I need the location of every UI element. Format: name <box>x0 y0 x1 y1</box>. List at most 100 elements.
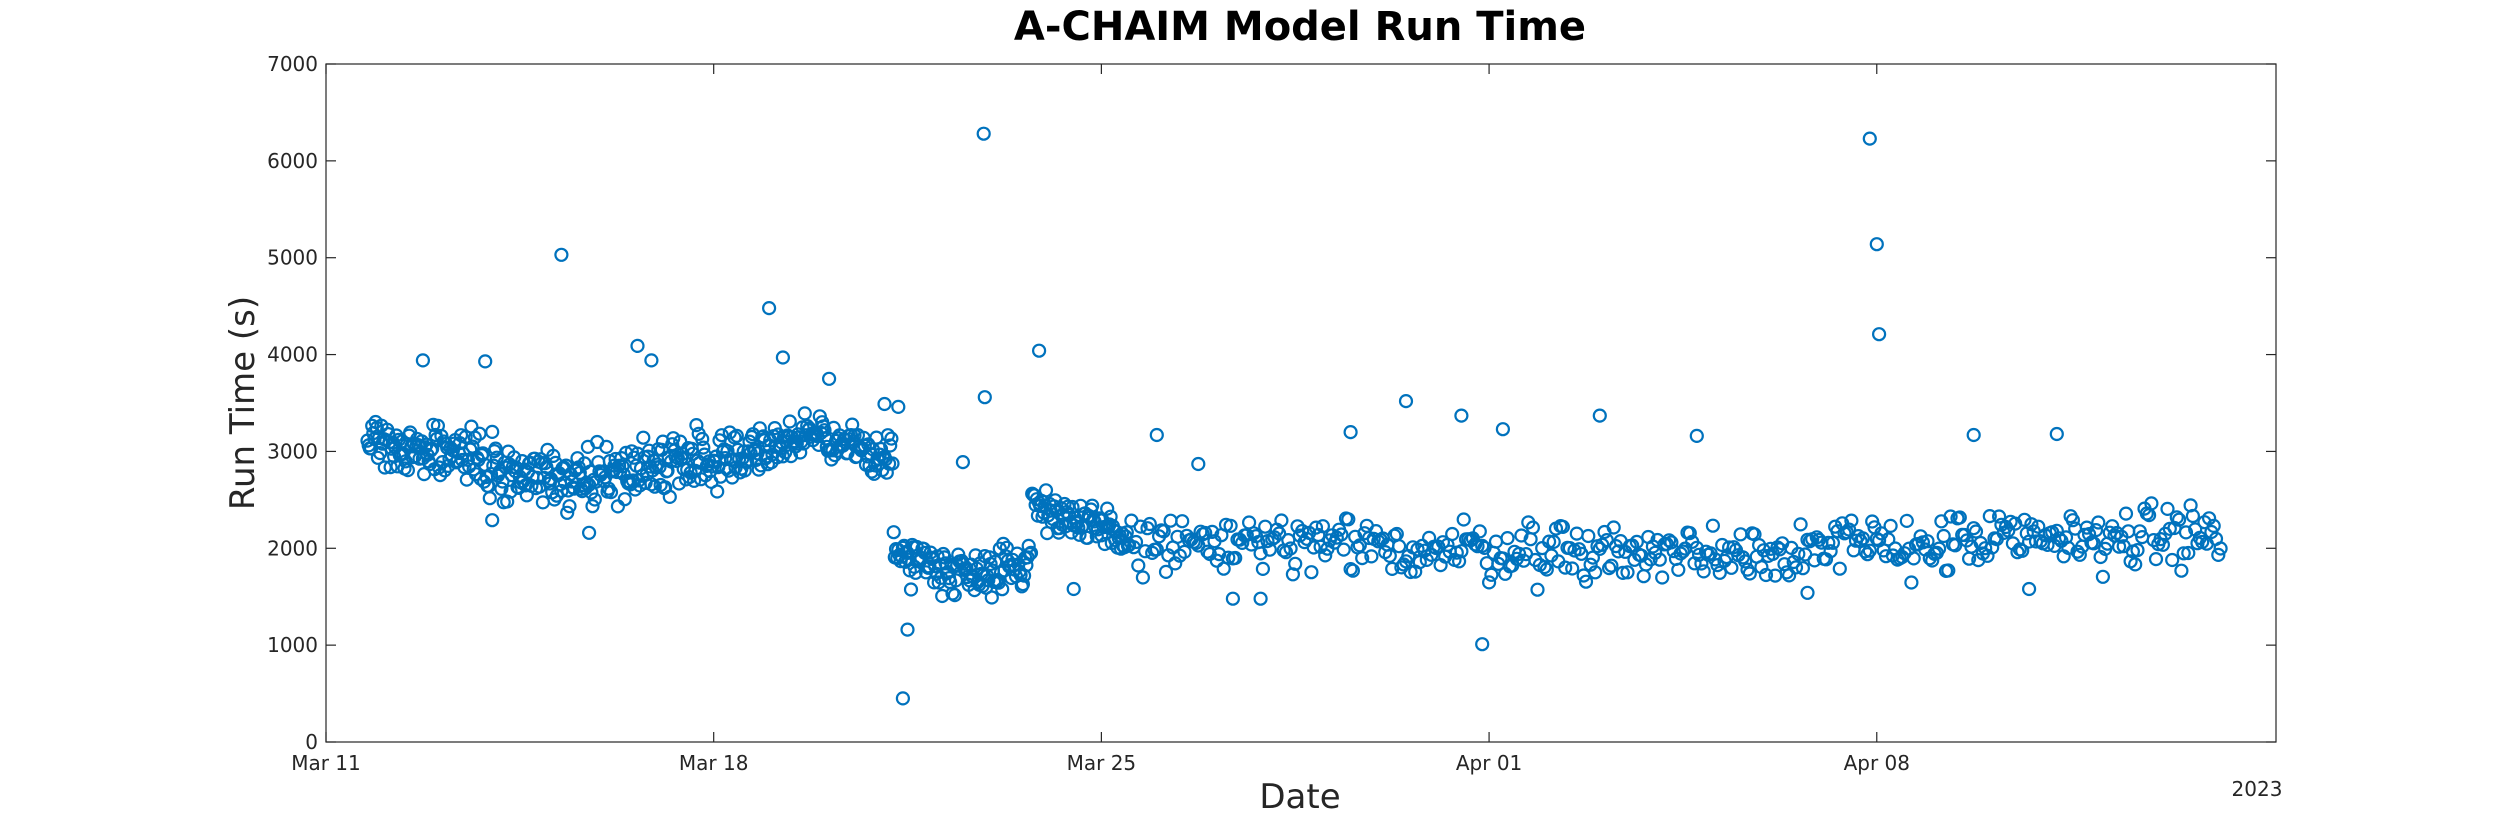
data-point <box>2165 552 2180 568</box>
data-point <box>1541 534 1557 549</box>
data-point <box>2144 496 2159 511</box>
data-point <box>599 439 614 454</box>
data-point <box>1530 582 1545 597</box>
x-axis: Mar 11 Mar 18 Mar 25 Apr 01 Apr 08 <box>291 64 1910 775</box>
data-point <box>1198 525 1213 541</box>
data-point <box>1472 524 1487 539</box>
data-point <box>1546 534 1561 550</box>
data-point <box>895 691 911 706</box>
data-point <box>1454 544 1469 559</box>
data-point <box>2211 547 2226 563</box>
data-point <box>1948 538 1963 553</box>
data-point <box>1821 535 1836 550</box>
data-point <box>1800 585 1815 600</box>
data-point <box>1664 535 1679 550</box>
data-point <box>2021 581 2037 597</box>
data-point <box>2015 543 2030 558</box>
data-point <box>554 247 569 262</box>
data-point <box>1978 541 1993 556</box>
data-point <box>1500 530 1515 546</box>
data-point <box>1066 581 1081 597</box>
data-point <box>1391 539 1407 554</box>
data-point <box>1495 551 1511 566</box>
data-point <box>1274 513 1289 528</box>
data-point <box>1588 565 1603 580</box>
data-point <box>2213 541 2228 556</box>
data-point <box>1228 550 1243 566</box>
data-point <box>2049 426 2064 442</box>
data-point <box>626 450 642 465</box>
data-point <box>1255 561 1271 577</box>
data-point <box>1606 520 1621 535</box>
data-point <box>1514 528 1529 543</box>
data-point <box>1793 517 1808 532</box>
data-point <box>2206 518 2221 534</box>
data-points <box>360 126 2228 706</box>
data-point <box>662 489 677 504</box>
data-point <box>1758 567 1774 583</box>
data-point <box>718 451 733 466</box>
data-point <box>1871 327 1887 342</box>
x-tick-label: Apr 01 <box>1456 751 1522 775</box>
data-point <box>644 353 659 368</box>
x-tick-label: Mar 18 <box>679 751 749 775</box>
data-point <box>463 442 478 457</box>
data-point <box>1352 538 1367 553</box>
data-point <box>1382 548 1397 563</box>
data-point <box>1355 550 1370 566</box>
data-point <box>1525 520 1541 535</box>
data-point <box>741 444 756 459</box>
data-point <box>1225 591 1241 606</box>
data-point <box>1168 556 1183 571</box>
data-point <box>1982 508 1997 524</box>
data-point <box>1103 509 1118 524</box>
data-point <box>995 582 1010 597</box>
data-point <box>775 350 791 365</box>
data-point <box>488 441 503 456</box>
data-point <box>2065 513 2080 528</box>
data-point <box>1191 456 1206 472</box>
data-point <box>1920 534 1935 549</box>
data-point <box>1705 518 1721 533</box>
y-tick-label: 5000 <box>267 246 318 270</box>
data-point <box>817 423 832 438</box>
data-point <box>883 438 898 453</box>
data-point <box>1742 566 1757 581</box>
data-point <box>1015 577 1031 592</box>
data-point <box>2088 522 2104 538</box>
data-point <box>1694 556 1709 571</box>
data-point <box>2072 547 2087 562</box>
data-point <box>1832 561 1847 576</box>
data-point <box>891 399 906 414</box>
data-point <box>1158 564 1174 580</box>
data-point <box>2169 510 2184 525</box>
data-point <box>740 454 755 470</box>
data-point <box>1223 518 1238 533</box>
data-point <box>1675 544 1691 559</box>
data-point <box>1712 565 1727 580</box>
data-point <box>1629 534 1644 550</box>
data-point <box>1468 537 1483 552</box>
data-point <box>1080 530 1095 545</box>
data-point <box>483 466 499 482</box>
data-point <box>671 476 687 491</box>
data-point <box>840 445 855 460</box>
data-point <box>1931 541 1947 556</box>
data-point <box>494 481 509 496</box>
data-point <box>1072 527 1087 542</box>
data-point <box>415 353 430 368</box>
data-point <box>636 430 651 445</box>
data-point <box>2178 525 2194 540</box>
data-point <box>1334 527 1349 542</box>
data-point <box>1205 524 1220 540</box>
data-point <box>1601 560 1617 576</box>
data-point <box>1454 408 1469 423</box>
data-point <box>1175 514 1190 529</box>
data-point <box>1156 524 1171 539</box>
data-point <box>1451 554 1467 569</box>
y-axis: 0 1000 2000 3000 4000 5000 6000 7000 <box>267 52 2276 754</box>
data-point <box>947 587 962 603</box>
data-point <box>782 414 797 429</box>
data-point <box>1964 539 1979 554</box>
